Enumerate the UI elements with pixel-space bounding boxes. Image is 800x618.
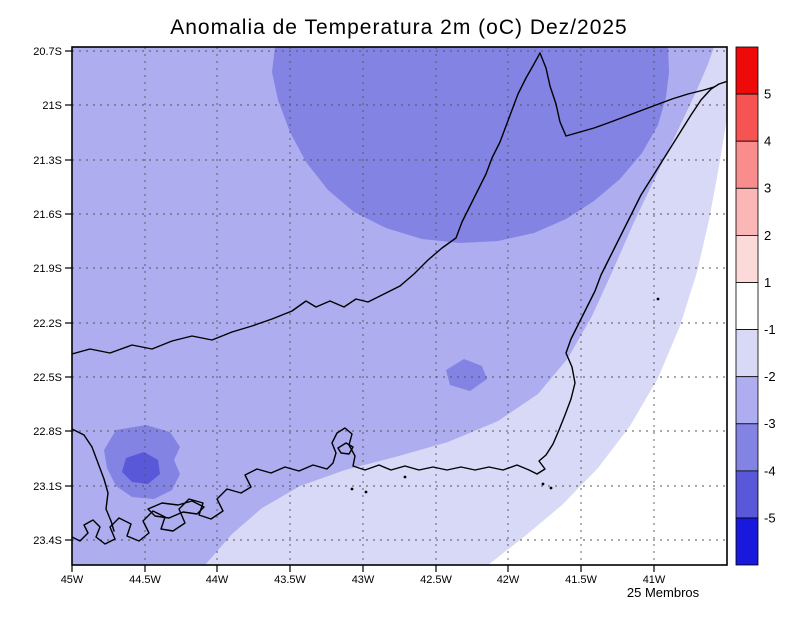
colorbar-segment: [735, 234, 759, 283]
y-tick-label: 21.3S: [33, 155, 62, 167]
island-dot: [364, 490, 368, 494]
map: [72, 47, 727, 565]
y-tick-label: 21.9S: [33, 263, 62, 275]
colorbar-segment: [735, 423, 759, 472]
x-tick-label: 43W: [352, 574, 375, 586]
colorbar-label: -5: [764, 510, 776, 525]
island-dot: [541, 482, 545, 486]
island-dot: [549, 486, 553, 490]
x-axis: 45W 44.5W 44W 43.5W 43W 42.5W 42W 41.5W …: [61, 565, 666, 586]
colorbar: 5 4 3 2 1 -1 -2 -3 -4 -5: [735, 46, 776, 566]
region-offshore-band-minus2-minus1: [205, 47, 727, 565]
island-dot: [403, 475, 407, 479]
region-north-minus4-minus3: [272, 47, 669, 243]
y-axis: 20.7S 21S 21.3S 21.6S 21.9S 22.2S 22.5S …: [33, 46, 72, 547]
members-annotation: 25 Membros: [627, 585, 700, 600]
region-patch-east-minus4-minus3: [446, 359, 487, 391]
plot-frame: [71, 46, 728, 566]
colorbar-segment: [735, 46, 759, 95]
island-governador: [337, 442, 354, 455]
y-tick-label: 23.1S: [33, 481, 62, 493]
x-tick-label: 44W: [206, 574, 229, 586]
island-ilha-grande: [147, 500, 205, 519]
colorbar-label: -3: [764, 416, 776, 431]
state-border-north: [72, 52, 715, 355]
colorbar-label: 3: [764, 181, 771, 196]
colorbar-segment: [735, 517, 759, 566]
colorbar-segment: [735, 470, 759, 519]
x-tick-label: 41.5W: [565, 574, 597, 586]
colorbar-label: 4: [764, 134, 771, 149]
x-tick-label: 42W: [497, 574, 520, 586]
colorbar-label: 2: [764, 228, 771, 243]
region-offshore-neutral-white: [488, 118, 727, 565]
colorbar-segment: [735, 93, 759, 142]
colorbar-segment: [735, 187, 759, 236]
region-patch-southwest-core-minus5-minus4: [122, 452, 160, 484]
colorbar-label: -4: [764, 463, 776, 478]
state-border-southwest: [72, 428, 115, 532]
colorbar-segment: [735, 376, 759, 425]
island-dots: [350, 297, 660, 494]
y-tick-label: 21S: [42, 100, 62, 112]
y-tick-label: 20.7S: [33, 46, 62, 58]
y-tick-label: 23.4S: [33, 535, 62, 547]
colorbar-segment: [735, 329, 759, 378]
y-tick-label: 22.2S: [33, 318, 62, 330]
colorbar-label: 5: [764, 87, 771, 102]
x-tick-label: 43.5W: [274, 574, 306, 586]
colorbar-segment: [735, 140, 759, 189]
x-tick-label: 44.5W: [129, 574, 161, 586]
x-tick-label: 45W: [61, 574, 84, 586]
island-dot: [656, 297, 660, 301]
x-tick-label: 42.5W: [420, 574, 452, 586]
y-tick-label: 22.5S: [33, 372, 62, 384]
colorbar-label: -2: [764, 369, 776, 384]
x-tick-label: 41W: [643, 574, 666, 586]
gridlines: [72, 47, 727, 565]
coastline: [72, 80, 727, 545]
colorbar-label: 1: [764, 275, 771, 290]
page-title: Anomalia de Temperatura 2m (oC) Dez/2025: [170, 16, 628, 39]
island-dot: [350, 487, 354, 491]
colorbar-label: -1: [764, 322, 776, 337]
y-tick-label: 22.8S: [33, 426, 62, 438]
colorbar-segment: [735, 282, 759, 330]
y-tick-label: 21.6S: [33, 209, 62, 221]
